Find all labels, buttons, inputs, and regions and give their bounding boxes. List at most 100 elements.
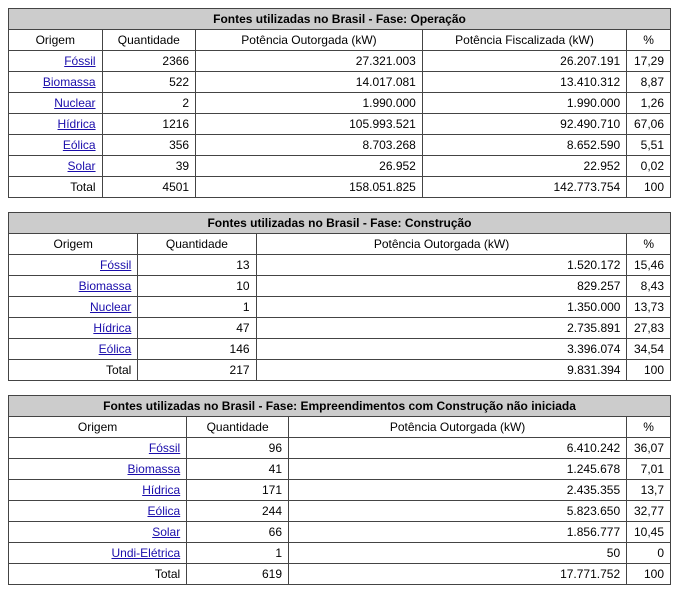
table-row: Fóssil966.410.24236,07: [9, 438, 671, 459]
col-outorgada: Potência Outorgada (kW): [196, 30, 423, 51]
origem-link[interactable]: Biomassa: [79, 279, 132, 293]
table-body: Fóssil 236627.321.00326.207.19117,29 Bioma…: [9, 51, 671, 198]
table-header-row: Origem Quantidade Potência Outorgada (kW…: [9, 234, 671, 255]
cell-quantidade: 522: [102, 72, 196, 93]
col-quantidade: Quantidade: [138, 234, 256, 255]
table-nao-iniciada: Fontes utilizadas no Brasil - Fase: Empr…: [8, 395, 671, 585]
cell-pct: 0: [627, 543, 671, 564]
cell-fiscalizada: 13.410.312: [422, 72, 626, 93]
origem-link[interactable]: Eólica: [99, 342, 132, 356]
table-row: Total2179.831.394100: [9, 360, 671, 381]
cell-origem: Fóssil: [9, 438, 187, 459]
cell-origem: Total: [9, 177, 103, 198]
cell-outorgada: 2.735.891: [256, 318, 627, 339]
table-header-row: Origem Quantidade Potência Outorgada (kW…: [9, 30, 671, 51]
origem-link[interactable]: Hídrica: [58, 117, 96, 131]
cell-origem: Total: [9, 360, 138, 381]
table-header-row: Origem Quantidade Potência Outorgada (kW…: [9, 417, 671, 438]
table-row: Eólica2445.823.65032,77: [9, 501, 671, 522]
table-row: Eólica 1463.396.07434,54: [9, 339, 671, 360]
cell-origem: Fóssil: [9, 255, 138, 276]
cell-outorgada: 8.703.268: [196, 135, 423, 156]
cell-pct: 67,06: [627, 114, 671, 135]
table-title: Fontes utilizadas no Brasil - Fase: Cons…: [9, 213, 671, 234]
cell-outorgada: 2.435.355: [289, 480, 627, 501]
origem-link[interactable]: Nuclear: [90, 300, 131, 314]
cell-quantidade: 39: [102, 156, 196, 177]
cell-outorgada: 17.771.752: [289, 564, 627, 585]
table-row: Biomassa52214.017.08113.410.3128,87: [9, 72, 671, 93]
origem-link[interactable]: Eólica: [63, 138, 96, 152]
cell-outorgada: 26.952: [196, 156, 423, 177]
cell-quantidade: 47: [138, 318, 256, 339]
cell-fiscalizada: 26.207.191: [422, 51, 626, 72]
origem-link[interactable]: Solar: [68, 159, 96, 173]
cell-origem: Solar: [9, 156, 103, 177]
cell-outorgada: 158.051.825: [196, 177, 423, 198]
cell-quantidade: 356: [102, 135, 196, 156]
table-row: Hídrica472.735.89127,83: [9, 318, 671, 339]
cell-pct: 17,29: [627, 51, 671, 72]
origem-link[interactable]: Nuclear: [54, 96, 95, 110]
table-row: Eólica 3568.703.2688.652.5905,51: [9, 135, 671, 156]
cell-quantidade: 10: [138, 276, 256, 297]
cell-origem: Solar: [9, 522, 187, 543]
cell-fiscalizada: 8.652.590: [422, 135, 626, 156]
col-outorgada: Potência Outorgada (kW): [289, 417, 627, 438]
cell-origem: Undi-Elétrica: [9, 543, 187, 564]
cell-pct: 34,54: [627, 339, 671, 360]
cell-quantidade: 4501: [102, 177, 196, 198]
cell-fiscalizada: 142.773.754: [422, 177, 626, 198]
cell-pct: 10,45: [627, 522, 671, 543]
origem-link[interactable]: Undi-Elétrica: [112, 546, 181, 560]
cell-origem: Eólica: [9, 501, 187, 522]
origem-link[interactable]: Biomassa: [43, 75, 96, 89]
cell-fiscalizada: 92.490.710: [422, 114, 626, 135]
cell-quantidade: 41: [187, 459, 289, 480]
cell-outorgada: 1.990.000: [196, 93, 423, 114]
cell-quantidade: 619: [187, 564, 289, 585]
cell-outorgada: 1.245.678: [289, 459, 627, 480]
cell-pct: 100: [627, 360, 671, 381]
cell-origem: Nuclear: [9, 93, 103, 114]
cell-outorgada: 6.410.242: [289, 438, 627, 459]
cell-origem: Fóssil: [9, 51, 103, 72]
cell-pct: 36,07: [627, 438, 671, 459]
cell-quantidade: 171: [187, 480, 289, 501]
origem-link[interactable]: Hídrica: [142, 483, 180, 497]
cell-outorgada: 1.350.000: [256, 297, 627, 318]
table-operacao: Fontes utilizadas no Brasil - Fase: Oper…: [8, 8, 671, 198]
cell-origem: Eólica: [9, 339, 138, 360]
cell-quantidade: 146: [138, 339, 256, 360]
cell-outorgada: 3.396.074: [256, 339, 627, 360]
cell-origem: Total: [9, 564, 187, 585]
cell-pct: 5,51: [627, 135, 671, 156]
table-body: Fóssil131.520.17215,46Biomassa10829.2578…: [9, 255, 671, 381]
cell-outorgada: 829.257: [256, 276, 627, 297]
table-title: Fontes utilizadas no Brasil - Fase: Empr…: [9, 396, 671, 417]
cell-quantidade: 2366: [102, 51, 196, 72]
table-row: Fóssil 236627.321.00326.207.19117,29: [9, 51, 671, 72]
col-pct: %: [627, 30, 671, 51]
cell-quantidade: 2: [102, 93, 196, 114]
cell-outorgada: 27.321.003: [196, 51, 423, 72]
cell-pct: 1,26: [627, 93, 671, 114]
cell-pct: 15,46: [627, 255, 671, 276]
cell-fiscalizada: 22.952: [422, 156, 626, 177]
origem-link[interactable]: Fóssil: [64, 54, 95, 68]
origem-link[interactable]: Fóssil: [149, 441, 180, 455]
origem-link[interactable]: Solar: [152, 525, 180, 539]
table-row: Solar 3926.95222.9520,02: [9, 156, 671, 177]
table-row: Solar 661.856.77710,45: [9, 522, 671, 543]
cell-pct: 13,73: [627, 297, 671, 318]
cell-pct: 0,02: [627, 156, 671, 177]
cell-outorgada: 1.856.777: [289, 522, 627, 543]
origem-link[interactable]: Biomassa: [128, 462, 181, 476]
cell-pct: 8,43: [627, 276, 671, 297]
cell-quantidade: 66: [187, 522, 289, 543]
table-body: Fóssil966.410.24236,07 Biomassa 411.245.67…: [9, 438, 671, 585]
origem-link[interactable]: Eólica: [148, 504, 181, 518]
cell-fiscalizada: 1.990.000: [422, 93, 626, 114]
origem-link[interactable]: Hídrica: [93, 321, 131, 335]
origem-link[interactable]: Fóssil: [100, 258, 131, 272]
